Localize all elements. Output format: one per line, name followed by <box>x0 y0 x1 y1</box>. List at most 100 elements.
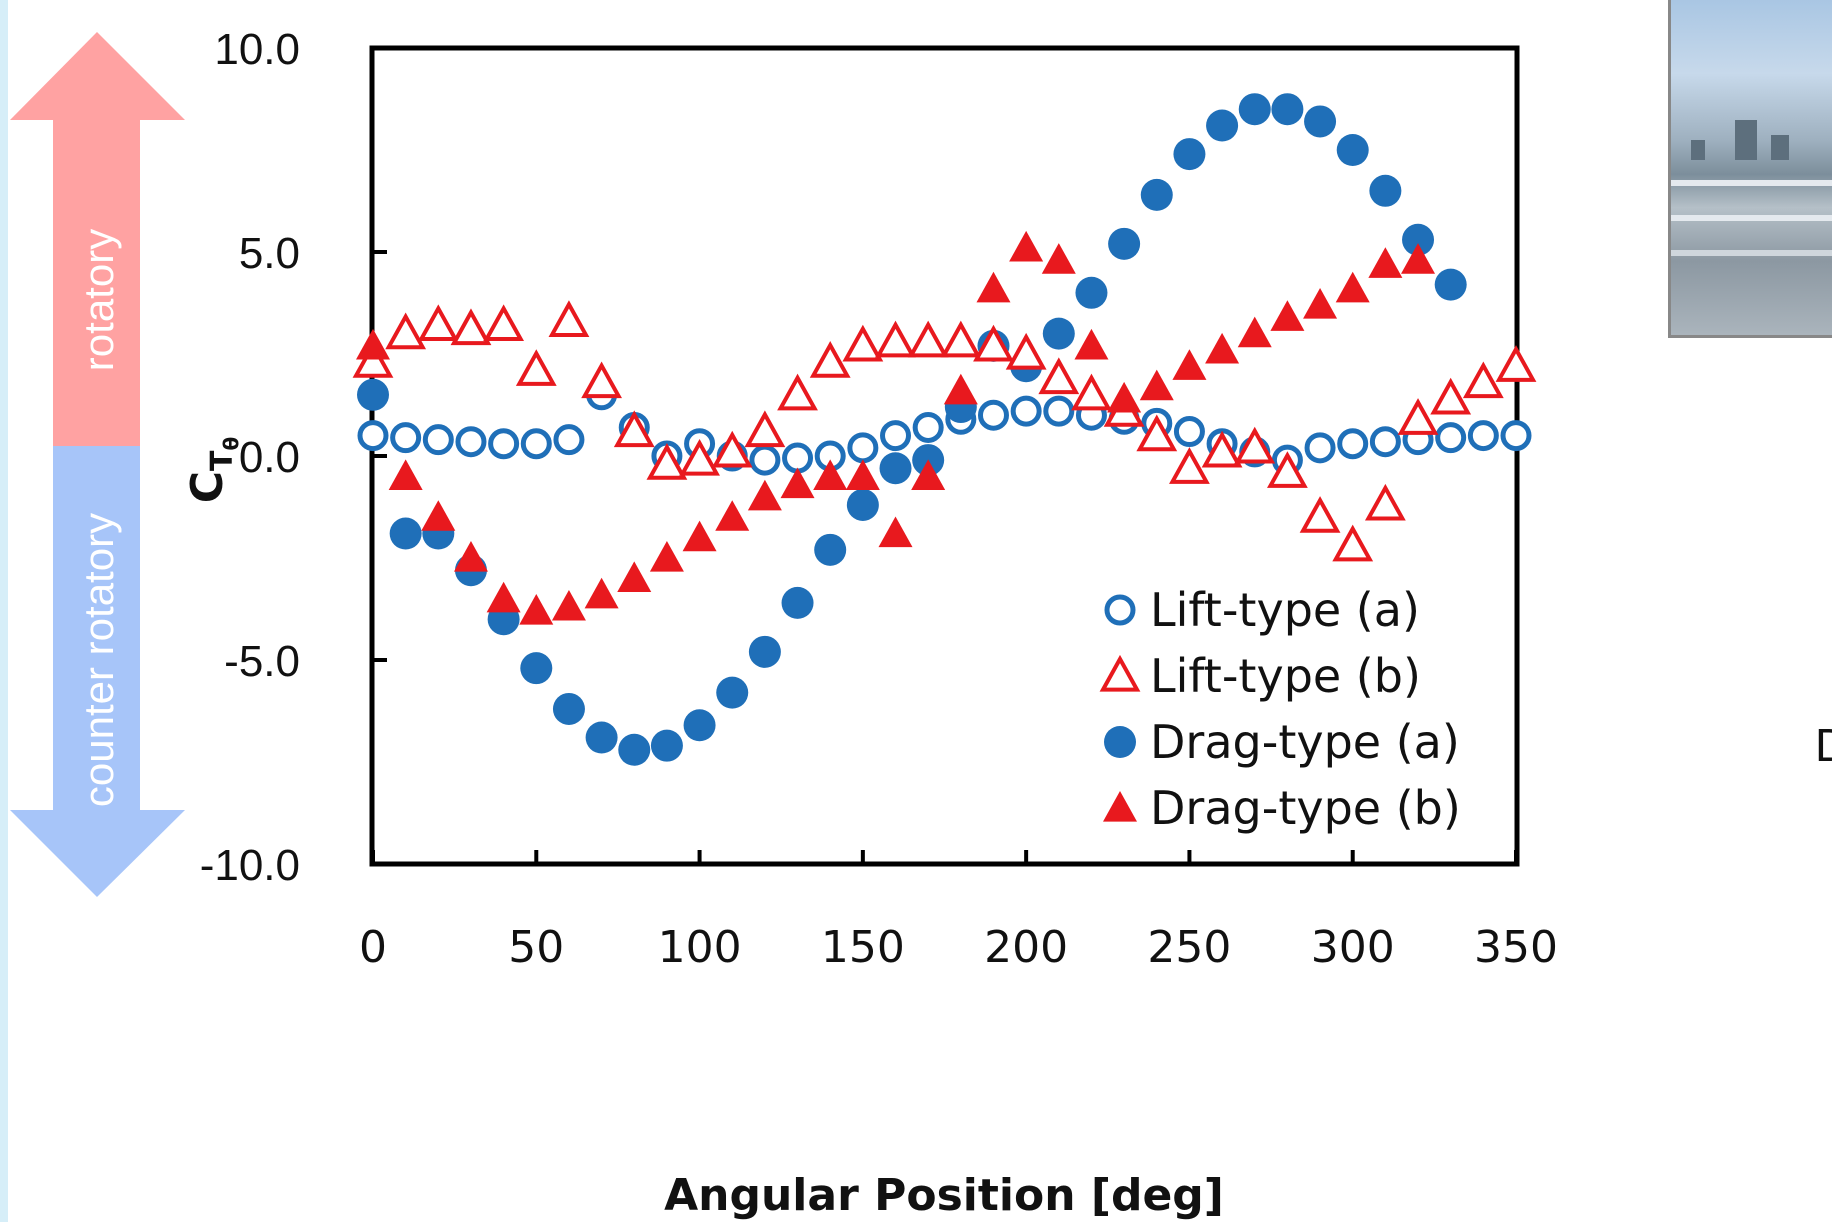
data-point <box>649 541 684 572</box>
data-point <box>679 438 720 476</box>
side-text-fragment: Dr <box>1815 719 1832 771</box>
data-point <box>1237 316 1272 348</box>
data-point <box>1172 349 1207 380</box>
data-point <box>1234 426 1276 464</box>
data-point <box>813 459 848 490</box>
x-tick-label: 350 <box>1474 922 1558 973</box>
y-tick-label: 10.0 <box>214 25 300 74</box>
data-point <box>1435 422 1467 454</box>
data-point <box>1401 243 1436 274</box>
data-point <box>878 516 913 548</box>
x-tick-label: 300 <box>1311 922 1395 973</box>
y-tick-label: 0.0 <box>239 433 300 482</box>
data-point <box>976 271 1011 303</box>
data-point <box>421 500 456 531</box>
data-point <box>455 426 487 458</box>
data-point <box>748 635 781 668</box>
arrow-up-head <box>10 32 185 120</box>
data-point <box>646 443 688 480</box>
data-point <box>1369 426 1401 458</box>
data-point <box>1500 420 1532 452</box>
data-point <box>488 428 520 460</box>
data-point <box>1430 377 1472 415</box>
data-point <box>417 304 459 342</box>
data-point <box>1299 496 1341 533</box>
data-point <box>683 709 716 742</box>
data-point <box>973 324 1014 362</box>
data-point <box>552 692 585 725</box>
data-point <box>1206 109 1239 142</box>
arrow-down-head <box>10 810 185 897</box>
legend-label: Drag-type (a) <box>1150 715 1460 769</box>
data-point <box>744 410 786 448</box>
data-point <box>356 328 390 360</box>
data-point <box>1336 134 1369 166</box>
y-tick-label: -10.0 <box>200 841 300 890</box>
data-point <box>1071 373 1112 411</box>
arrow-label-counter-rotatory: counter rotatory <box>75 513 122 807</box>
data-point <box>422 424 454 456</box>
data-point <box>682 520 717 552</box>
data-point <box>1304 105 1337 138</box>
data-point <box>553 424 585 456</box>
data-point <box>940 320 982 358</box>
data-point <box>389 517 422 550</box>
left-border-strip <box>0 0 8 1222</box>
data-point <box>388 459 423 490</box>
x-tick-label: 100 <box>658 922 742 973</box>
data-point <box>1238 93 1271 126</box>
data-point <box>1136 414 1178 452</box>
plot-frame <box>369 45 1520 867</box>
data-point <box>584 577 619 609</box>
data-point <box>1074 328 1109 360</box>
data-point <box>1402 223 1435 256</box>
data-point <box>1397 398 1439 435</box>
data-point <box>782 442 814 474</box>
data-point <box>483 304 525 342</box>
x-tick-label: 250 <box>1147 922 1231 973</box>
data-point <box>1140 178 1173 211</box>
data-point <box>585 721 618 754</box>
data-point <box>1364 483 1406 521</box>
y-axis-title-sub: T <box>205 450 240 471</box>
y-axis-title-subsub: θ <box>219 437 243 451</box>
wind-turbine-rooftop-photo-icon <box>1668 0 1832 338</box>
data-point <box>1332 524 1374 562</box>
data-point <box>1303 288 1338 319</box>
arrow-counter-rotatory-shaft <box>53 446 140 812</box>
data-point <box>1107 381 1142 413</box>
data-point <box>1169 447 1210 484</box>
data-point <box>357 420 389 452</box>
data-point <box>749 444 781 476</box>
series-lift-type-b <box>352 300 1537 562</box>
y-tick-label: -5.0 <box>224 637 300 686</box>
data-point <box>1462 361 1504 399</box>
data-point <box>845 459 880 490</box>
data-point <box>1005 332 1047 370</box>
data-point <box>390 422 422 454</box>
data-point <box>1009 230 1044 262</box>
data-point <box>613 410 655 448</box>
legend-marker <box>1099 654 1141 692</box>
data-point <box>520 428 552 460</box>
series-lift-type-a <box>357 379 1532 476</box>
data-point <box>943 373 978 405</box>
data-point <box>912 411 944 443</box>
y-axis-title-main: C <box>182 471 233 503</box>
data-point <box>385 312 427 350</box>
data-point <box>1139 369 1174 401</box>
data-point <box>715 500 750 531</box>
data-point <box>1173 138 1206 171</box>
data-point <box>1434 268 1467 301</box>
data-point <box>486 581 521 613</box>
x-tick-label: 150 <box>821 922 905 973</box>
data-point <box>777 373 818 411</box>
y-tick-label: 5.0 <box>239 229 300 278</box>
legend-label: Lift-type (a) <box>1150 583 1420 637</box>
data-point <box>1038 357 1080 395</box>
data-point <box>842 324 884 362</box>
data-point <box>907 320 949 358</box>
axis-ticks: 0 50 100 150 200 250 300 350 10.0 5.0 0.0 -5.0 -10.0 <box>200 25 1558 973</box>
data-point <box>650 729 683 762</box>
data-point <box>515 349 557 386</box>
